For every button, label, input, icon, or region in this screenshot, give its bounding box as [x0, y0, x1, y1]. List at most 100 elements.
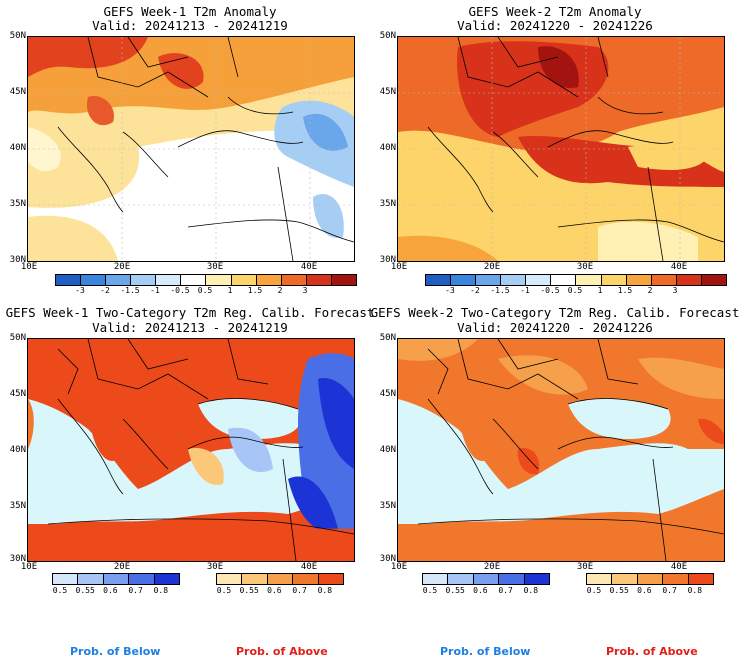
- panel4-below-colorbar: [422, 573, 550, 585]
- panel3-below-tick-label: 0.5: [52, 586, 68, 595]
- panel4-below-tick-label: 0.55: [445, 586, 465, 595]
- panel3-lat-45: 45N: [9, 389, 26, 399]
- panel3-below-tick-label: 0.6: [103, 586, 118, 595]
- panel2-lon-20: 20E: [483, 262, 501, 272]
- prob-below-swatch-2: [473, 574, 500, 584]
- anomaly-swatch-11: [331, 275, 356, 285]
- panel3-title: GEFS Week-1 Two-Category T2m Reg. Calib.…: [5, 305, 375, 320]
- panel3-above-colorbar: [216, 573, 344, 585]
- panel3-below-tick-label: 0.55: [75, 586, 95, 595]
- panel4-below-tick-label: 0.8: [523, 586, 539, 595]
- anomaly-swatch-3: [131, 275, 157, 285]
- panel1-lat-40: 40N: [9, 143, 26, 153]
- panel1-lat-45: 45N: [9, 87, 26, 97]
- anomaly-swatch-10: [306, 275, 332, 285]
- panel1-title: GEFS Week-1 T2m Anomaly: [103, 4, 277, 19]
- prob-above-swatch-4: [688, 574, 714, 584]
- panel3-above-tick-label: 0.55: [239, 586, 259, 595]
- anomaly-swatch-5: [551, 275, 577, 285]
- panel3-below-tick-label: 0.7: [128, 586, 143, 595]
- prob-below-swatch-3: [499, 574, 525, 584]
- panel1-map: [27, 36, 355, 262]
- panel2-lat-50: 50N: [379, 31, 396, 41]
- panel2-anomaly-tick-label: 1.5: [617, 286, 633, 295]
- panel2-lat-45: 45N: [379, 87, 396, 97]
- panel1-anomaly-tick-label: -0.5: [170, 286, 190, 295]
- panel1-anomaly-tick-label: -1.5: [120, 286, 140, 295]
- anomaly-swatch-7: [601, 275, 627, 285]
- panel4-above-tick-label: 0.8: [687, 586, 703, 595]
- panel3-below-colorbar: [52, 573, 180, 585]
- panel4-below-tick-label: 0.7: [498, 586, 513, 595]
- panel4-lon-40: 40E: [670, 562, 688, 572]
- anomaly-swatch-8: [256, 275, 282, 285]
- panel1-lon-20: 20E: [113, 262, 131, 272]
- legend-prob-below-left: Prob. of Below: [70, 645, 161, 658]
- panel1-anomaly-tick-label: -1: [150, 286, 160, 295]
- panel1-anomaly-tick-label: 1: [227, 286, 233, 295]
- prob-below-swatch-4: [154, 574, 180, 584]
- panel1-anomaly-tick-label: 1.5: [247, 286, 263, 295]
- panel2-anomaly-tick-label: -1: [520, 286, 530, 295]
- prob-above-swatch-3: [293, 574, 319, 584]
- prob-above-swatch-0: [587, 574, 613, 584]
- panel2-anomaly-tick-label: -3: [445, 286, 455, 295]
- panel4-above-tick-label: 0.7: [662, 586, 677, 595]
- panel3-above-tick-label: 0.5: [216, 586, 232, 595]
- panel4-lon-10: 10E: [390, 562, 408, 572]
- anomaly-swatch-1: [81, 275, 107, 285]
- panel4-below-tick-label: 0.5: [422, 586, 438, 595]
- prob-above-swatch-2: [637, 574, 664, 584]
- panel4-map: [397, 338, 725, 562]
- panel1-lon-30: 30E: [206, 262, 224, 272]
- prob-below-swatch-1: [448, 574, 474, 584]
- panel2-anomaly-tick-label: -0.5: [540, 286, 560, 295]
- anomaly-swatch-7: [231, 275, 257, 285]
- panel3-valid: Valid: 20241213 - 20241219: [92, 320, 288, 335]
- panel4-title: GEFS Week-2 Two-Category T2m Reg. Calib.…: [370, 305, 740, 320]
- prob-below-swatch-1: [78, 574, 104, 584]
- panel2-anomaly-tick-label: -1.5: [490, 286, 510, 295]
- panel1-valid: Valid: 20241213 - 20241219: [92, 18, 288, 33]
- panel4-above-colorbar: [586, 573, 714, 585]
- panel3-lat-50: 50N: [9, 333, 26, 343]
- panel4-lat-30: 30N: [379, 554, 396, 564]
- anomaly-swatch-2: [106, 275, 132, 285]
- panel2-valid: Valid: 20241220 - 20241226: [457, 18, 653, 33]
- anomaly-swatch-6: [206, 275, 232, 285]
- panel2-lat-35: 35N: [379, 199, 396, 209]
- panel3-lat-30: 30N: [9, 554, 26, 564]
- panel4-lon-30: 30E: [576, 562, 594, 572]
- panel2-anomaly-tick-label: 3: [672, 286, 678, 295]
- panel2-lat-40: 40N: [379, 143, 396, 153]
- prob-above-swatch-1: [242, 574, 268, 584]
- panel1-anomaly-colorbar: [55, 274, 357, 286]
- panel2-title: GEFS Week-2 T2m Anomaly: [468, 4, 642, 19]
- anomaly-swatch-3: [501, 275, 527, 285]
- prob-below-swatch-0: [423, 574, 449, 584]
- panel2-lon-10: 10E: [390, 262, 408, 272]
- prob-below-swatch-4: [524, 574, 550, 584]
- panel4-lat-50: 50N: [379, 333, 396, 343]
- panel1-lon-10: 10E: [20, 262, 38, 272]
- panel1-lon-40: 40E: [300, 262, 318, 272]
- panel2-lat-30: 30N: [379, 255, 396, 265]
- panel3-above-tick-label: 0.7: [292, 586, 307, 595]
- prob-above-swatch-4: [318, 574, 344, 584]
- panel4-above-tick-label: 0.55: [609, 586, 629, 595]
- prob-above-swatch-3: [663, 574, 689, 584]
- anomaly-swatch-5: [181, 275, 207, 285]
- anomaly-swatch-2: [476, 275, 502, 285]
- prob-above-swatch-2: [267, 574, 294, 584]
- anomaly-swatch-9: [651, 275, 677, 285]
- prob-below-swatch-0: [53, 574, 79, 584]
- legend-prob-below-right: Prob. of Below: [440, 645, 531, 658]
- panel2-anomaly-colorbar: [425, 274, 727, 286]
- panel3-lon-40: 40E: [300, 562, 318, 572]
- panel4-lon-20: 20E: [483, 562, 501, 572]
- legend-prob-above-right: Prob. of Above: [606, 645, 698, 658]
- anomaly-swatch-10: [676, 275, 702, 285]
- panel3-lon-20: 20E: [113, 562, 131, 572]
- panel4-above-tick-label: 0.5: [586, 586, 602, 595]
- panel1-lat-50: 50N: [9, 31, 26, 41]
